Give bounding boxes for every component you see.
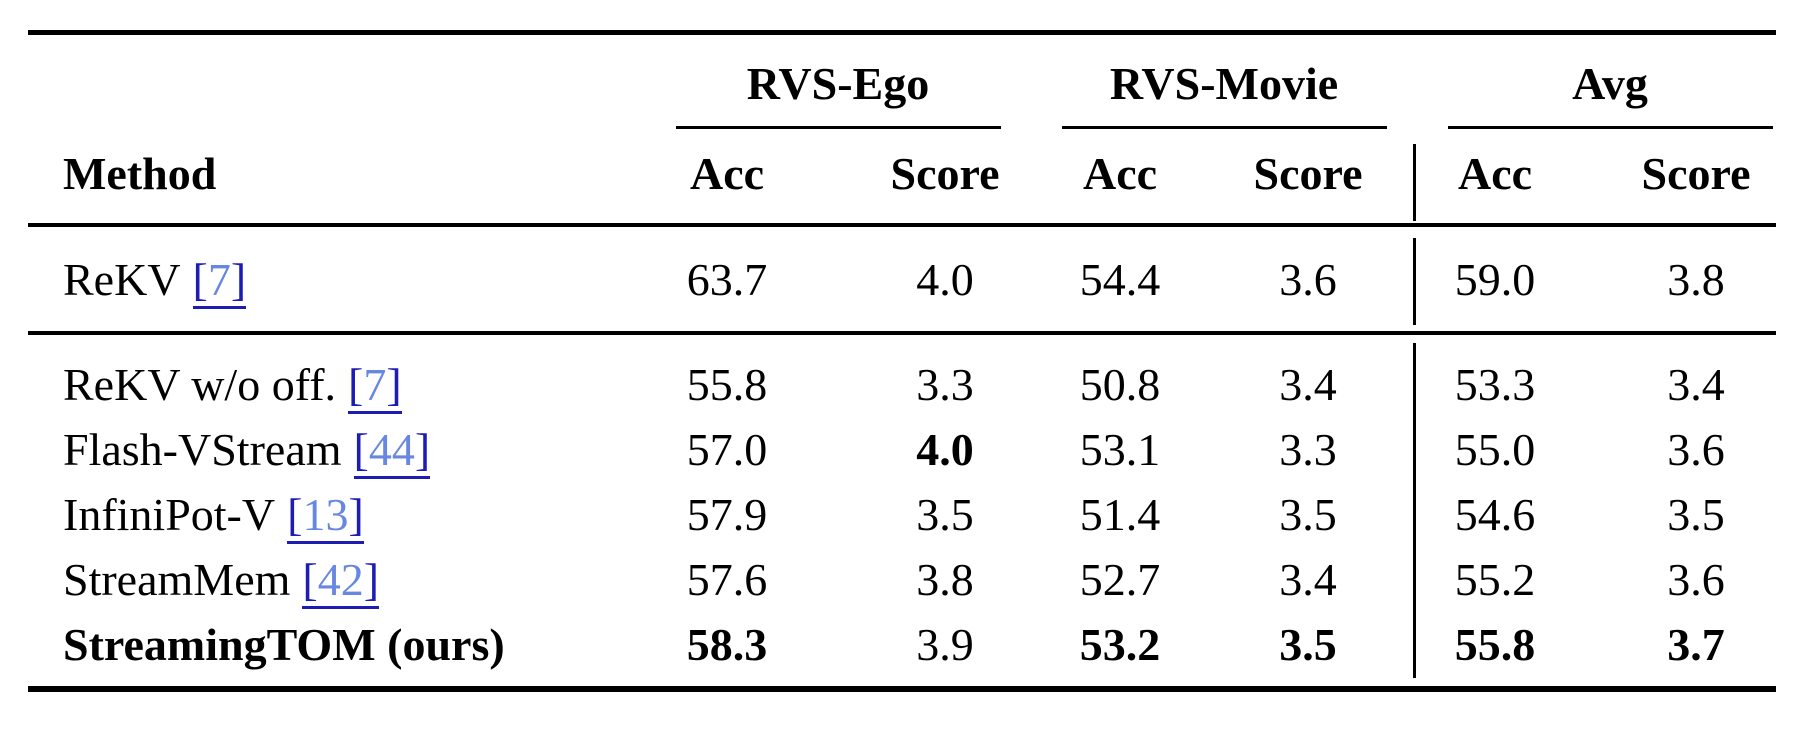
citation-bracket-close: ]: [414, 424, 431, 475]
group-header-rvs-movie: RVS-Movie: [1109, 58, 1339, 109]
value-cell: 53.3: [1454, 359, 1536, 410]
value-cell: 63.7: [686, 254, 768, 305]
table-row: StreamingTOM (ours) 58.3 3.9 53.2 3.5 55…: [0, 617, 1804, 672]
subheader-score-avg: Score: [1641, 148, 1751, 199]
citation-number: 7: [207, 254, 231, 305]
value-cell: 57.9: [686, 489, 768, 540]
subheader-acc-rvs-ego: Acc: [689, 148, 765, 199]
value-cell: 4.0: [916, 254, 974, 305]
method-cell: StreamMem [42]: [63, 552, 623, 609]
value-cell: 3.9: [916, 619, 974, 670]
cmidrule-rvs-movie: [1062, 126, 1387, 129]
method-cell: InfiniPot-V [13]: [63, 487, 623, 544]
value-cell: 3.4: [1279, 359, 1337, 410]
method-label: StreamMem: [63, 554, 291, 605]
method-header: Method: [63, 148, 217, 199]
citation-link[interactable]: [44]: [353, 424, 431, 479]
method-cell: StreamingTOM (ours): [63, 617, 623, 672]
value-cell: 54.4: [1079, 254, 1161, 305]
citation-bracket-close: ]: [363, 554, 380, 605]
table-row: Flash-VStream [44] 57.0 4.0 53.1 3.3 55.0…: [0, 422, 1804, 479]
method-label: InfiniPot-V: [63, 489, 276, 540]
value-cell: 58.3: [686, 619, 768, 670]
value-cell: 55.8: [686, 359, 768, 410]
citation-link[interactable]: [13]: [287, 489, 364, 544]
value-cell: 3.8: [1667, 254, 1725, 305]
value-cell: 3.4: [1279, 554, 1337, 605]
method-label: ReKV: [63, 254, 181, 305]
value-cell: 53.1: [1079, 424, 1161, 475]
value-cell: 3.6: [1279, 254, 1337, 305]
citation-number: 13: [302, 489, 349, 540]
value-cell: 50.8: [1079, 359, 1161, 410]
value-cell: 3.3: [916, 359, 974, 410]
value-cell: 55.2: [1454, 554, 1536, 605]
table-row: StreamMem [42] 57.6 3.8 52.7 3.4 55.2 3.6: [0, 552, 1804, 609]
citation-bracket-close: ]: [386, 359, 402, 410]
table-header-row: Method Acc Score Acc Score Acc Score: [0, 146, 1804, 200]
top-rule: [28, 30, 1776, 35]
value-cell: 57.0: [686, 424, 768, 475]
value-cell: 3.7: [1667, 619, 1725, 670]
value-cell: 4.0: [916, 424, 974, 475]
citation-link[interactable]: [7]: [348, 359, 402, 414]
citation-link[interactable]: [7]: [192, 254, 247, 309]
citation-bracket-close: ]: [348, 489, 364, 540]
value-cell: 3.3: [1279, 424, 1337, 475]
subheader-score-rvs-ego: Score: [890, 148, 1000, 199]
value-cell: 52.7: [1079, 554, 1161, 605]
value-cell: 59.0: [1454, 254, 1536, 305]
value-cell: 3.8: [916, 554, 974, 605]
citation-number: 44: [368, 424, 415, 475]
method-cell: ReKV w/o off. [7]: [63, 357, 623, 414]
subheader-score-rvs-movie: Score: [1253, 148, 1363, 199]
subheader-acc-avg: Acc: [1457, 148, 1533, 199]
table-row: ReKV w/o off. [7] 55.8 3.3 50.8 3.4 53.3 …: [0, 357, 1804, 414]
column-divider-section2: [1413, 343, 1416, 678]
section-rule: [28, 331, 1776, 335]
citation-bracket-open: [: [287, 489, 303, 540]
value-cell: 54.6: [1454, 489, 1536, 540]
value-cell: 51.4: [1079, 489, 1161, 540]
header-rule: [28, 223, 1776, 227]
bottom-rule: [28, 686, 1776, 692]
method-cell: ReKV [7]: [63, 252, 623, 309]
citation-link[interactable]: [42]: [302, 554, 380, 609]
group-header-avg: Avg: [1572, 58, 1648, 109]
value-cell: 53.2: [1079, 619, 1161, 670]
value-cell: 55.0: [1454, 424, 1536, 475]
value-cell: 3.6: [1667, 424, 1725, 475]
method-label: Flash-VStream: [63, 424, 342, 475]
method-cell: Flash-VStream [44]: [63, 422, 623, 479]
column-divider-section1: [1413, 238, 1416, 325]
citation-bracket-open: [: [192, 254, 208, 305]
cmidrule-avg: [1448, 126, 1773, 129]
value-cell: 3.6: [1667, 554, 1725, 605]
citation-bracket-open: [: [302, 554, 318, 605]
citation-number: 7: [363, 359, 387, 410]
subheader-acc-rvs-movie: Acc: [1082, 148, 1158, 199]
value-cell: 55.8: [1454, 619, 1536, 670]
value-cell: 3.5: [1279, 489, 1337, 540]
group-header-rvs-ego: RVS-Ego: [746, 58, 930, 109]
method-label: StreamingTOM (ours): [63, 619, 505, 670]
table-row: InfiniPot-V [13] 57.9 3.5 51.4 3.5 54.6 3…: [0, 487, 1804, 544]
value-cell: 3.5: [1279, 619, 1337, 670]
column-divider-header: [1413, 144, 1416, 221]
method-label: ReKV w/o off.: [63, 359, 337, 410]
value-cell: 3.5: [916, 489, 974, 540]
value-cell: 57.6: [686, 554, 768, 605]
citation-bracket-open: [: [353, 424, 369, 475]
value-cell: 3.5: [1667, 489, 1725, 540]
citation-bracket-open: [: [348, 359, 364, 410]
citation-bracket-close: ]: [230, 254, 247, 305]
value-cell: 3.4: [1667, 359, 1725, 410]
table-row: ReKV [7] 63.7 4.0 54.4 3.6 59.0 3.8: [0, 252, 1804, 309]
cmidrule-rvs-ego: [676, 126, 1001, 129]
citation-number: 42: [317, 554, 364, 605]
